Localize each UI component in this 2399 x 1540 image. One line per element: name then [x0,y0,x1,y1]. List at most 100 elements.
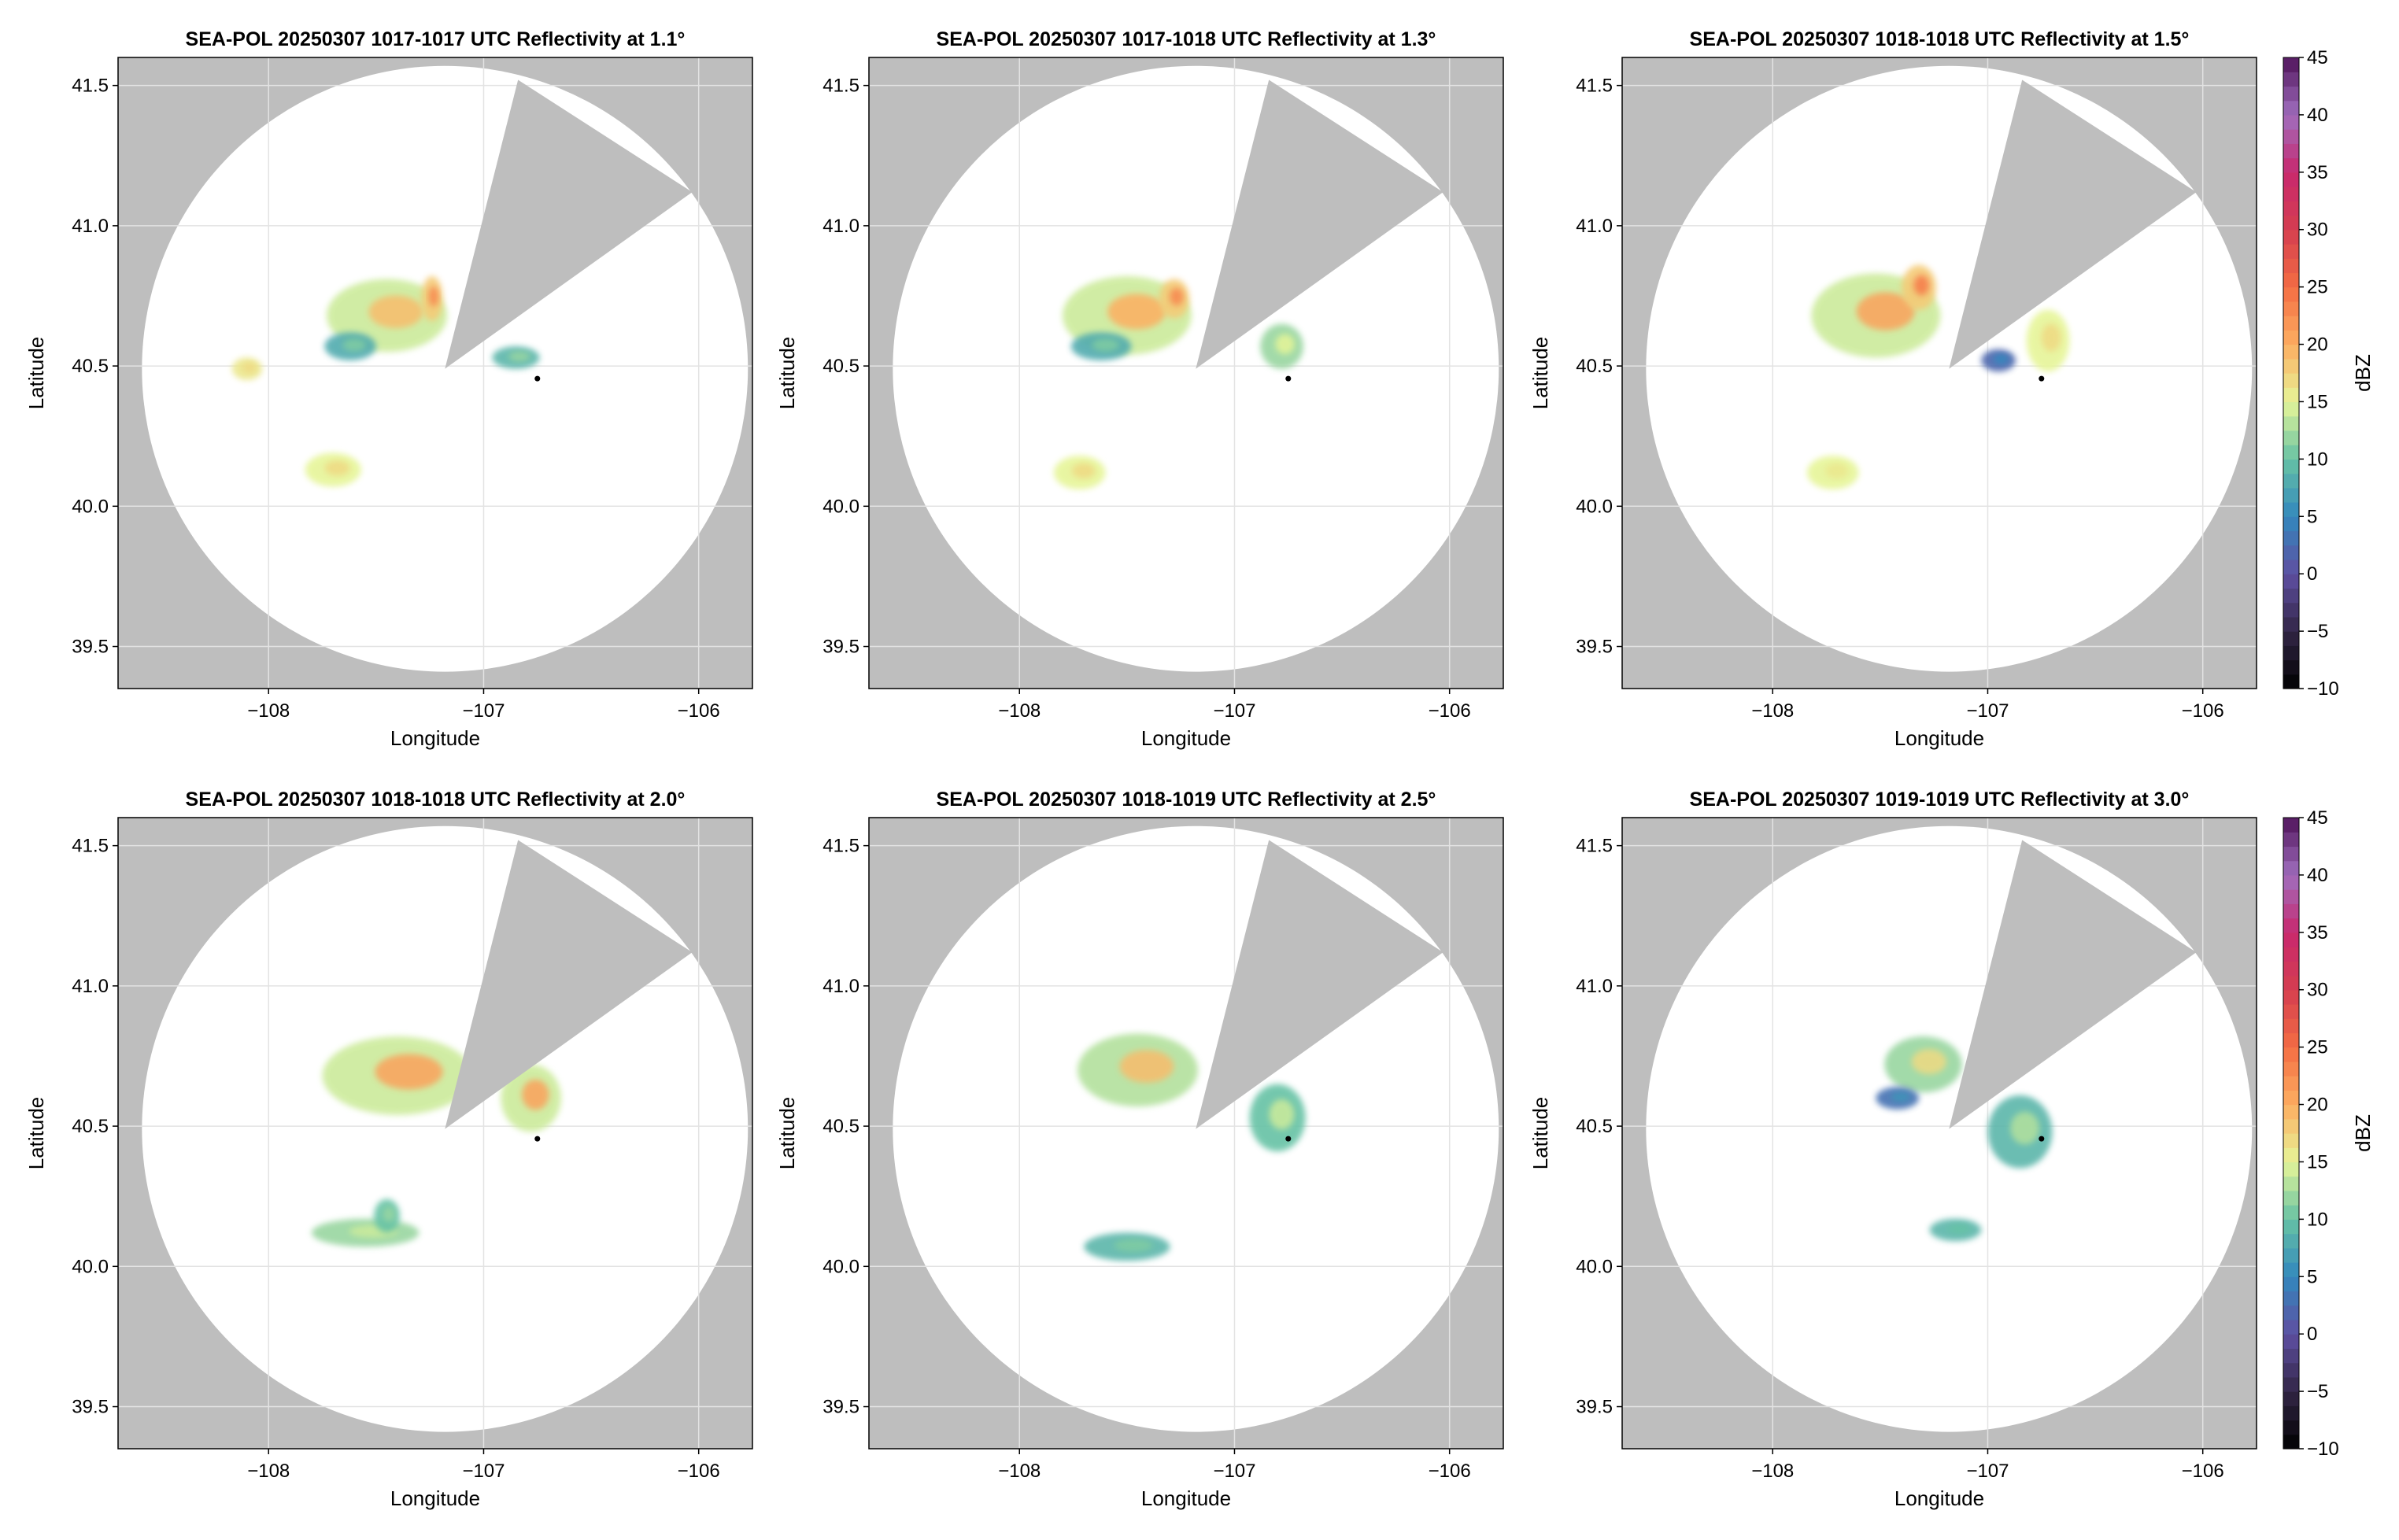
echo-core [1107,294,1166,330]
colorbar-segment [2283,1104,2299,1120]
colorbar-segment [2283,415,2299,431]
colorbar-segment [2283,344,2299,360]
colorbar-segment [2283,588,2299,604]
y-tick-label: 41.0 [1576,976,1613,997]
colorbar-segment [2283,889,2299,904]
site-marker [2039,375,2045,382]
colorbar-tick-label: 25 [2307,1037,2328,1058]
panel-3: −108 −107 −106 39.5 40.0 40.5 41.0 41.5 Longitud… [1528,28,2257,750]
colorbar-segment [2283,1262,2299,1277]
colorbar-segment [2283,674,2299,689]
colorbar-segment [2283,1420,2299,1435]
colorbar-tick-label: 10 [2307,1209,2328,1230]
colorbar-segment [2283,143,2299,159]
y-tick-label: 41.5 [1576,836,1613,857]
site-marker [534,1136,541,1142]
colorbar-segment [2283,129,2299,144]
axes-frame [117,57,753,689]
x-axis-label: Longitude [390,726,480,750]
colorbar-segment [2283,316,2299,331]
colorbar-tick-label: 10 [2307,449,2328,470]
y-tick-label: 41.5 [72,76,109,97]
colorbar-segment [2283,57,2299,72]
colorbar-segment [2283,1147,2299,1163]
y-tick-label: 41.0 [72,216,109,237]
y-tick-label: 41.5 [1576,76,1613,97]
colorbar-segment [2283,975,2299,991]
colorbar-segment [2283,100,2299,116]
colorbar-segment [2283,1291,2299,1306]
colorbar-segment [2283,1133,2299,1148]
colorbar-segment [2283,832,2299,848]
echo-core [1947,1224,1972,1234]
blocked-sector [1196,79,1443,369]
colorbar-segment [2283,1190,2299,1206]
y-tick-label: 41.5 [822,76,859,97]
colorbar-segment [2283,1018,2299,1034]
echo-core [324,460,350,476]
y-tick-label: 41.0 [822,216,859,237]
panel-title: SEA-POL 20250307 1017-1017 UTC Reflectiv… [186,28,686,50]
panel-title: SEA-POL 20250307 1019-1019 UTC Reflectiv… [1690,788,2190,811]
x-tick-label: −108 [1751,1461,1794,1482]
radar-range-circle [893,65,1499,672]
colorbar-segment [2283,1161,2299,1177]
site-marker [1285,1136,1292,1142]
echo-core [1911,1049,1947,1075]
colorbar-tick-label: 15 [2307,391,2328,412]
colorbar-segment [2283,258,2299,274]
colorbar-segment [2283,1233,2299,1249]
y-tick-label: 40.0 [72,1256,109,1277]
x-tick-label: −107 [1966,1461,2009,1482]
plot-area [1622,57,2257,689]
y-tick-label: 40.0 [822,496,859,517]
panel-1: −108 −107 −106 39.5 40.0 40.5 41.0 41.5 Longitud… [24,28,753,750]
colorbar-segment [2283,72,2299,87]
colorbar-segment [2283,1362,2299,1378]
colorbar-segment [2283,1348,2299,1364]
colorbar-segment [2283,516,2299,532]
colorbar-tick-label: 20 [2307,1095,2328,1116]
colorbar-segment [2283,430,2299,445]
colorbar-segment [2283,1276,2299,1292]
y-tick-label: 41.5 [72,836,109,857]
y-tick-label: 39.5 [72,637,109,658]
y-tick-label: 39.5 [1576,1397,1613,1418]
colorbar-segment [2283,358,2299,374]
colorbar-tick-label: 25 [2307,277,2328,298]
y-tick-label: 39.5 [72,1397,109,1418]
x-tick-label: −108 [1751,700,1794,722]
colorbar-label: dBZ [2351,354,2375,392]
echo-core [1170,287,1184,306]
x-tick-label: −108 [247,1461,290,1482]
x-tick-label: −106 [678,1461,720,1482]
x-axis-label: Longitude [1141,1486,1231,1510]
colorbar-tick-label: 20 [2307,334,2328,356]
blocked-sector [445,79,693,369]
echo-core [2010,1111,2040,1145]
colorbar-segment [2283,1247,2299,1263]
colorbar-segment [2283,401,2299,417]
x-tick-label: −108 [998,700,1041,722]
colorbar-segment [2283,487,2299,503]
colorbar-tick-label: 15 [2307,1151,2328,1173]
colorbar-segment [2283,645,2299,661]
colorbar-segment [2283,301,2299,316]
panel-5: −108 −107 −106 39.5 40.0 40.5 41.0 41.5 Longitud… [775,788,1504,1510]
colorbar-segment [2283,947,2299,962]
site-marker [1285,375,1292,382]
colorbar-segment [2283,1003,2299,1019]
axes-frame [117,817,753,1450]
colorbar-segment [2283,846,2299,862]
y-axis-label: Latitude [775,1097,799,1170]
echo-core [1119,1050,1174,1084]
colorbar-segment [2283,445,2299,460]
blocked-sector [1949,840,2197,1129]
colorbar-segment [2283,616,2299,632]
panel-2: −108 −107 −106 39.5 40.0 40.5 41.0 41.5 Longitud… [775,28,1504,750]
colorbar-segment [2283,286,2299,302]
x-axis-label: Longitude [1141,726,1231,750]
x-tick-label: −106 [1429,1461,1471,1482]
colorbar-segment [2283,1076,2299,1091]
